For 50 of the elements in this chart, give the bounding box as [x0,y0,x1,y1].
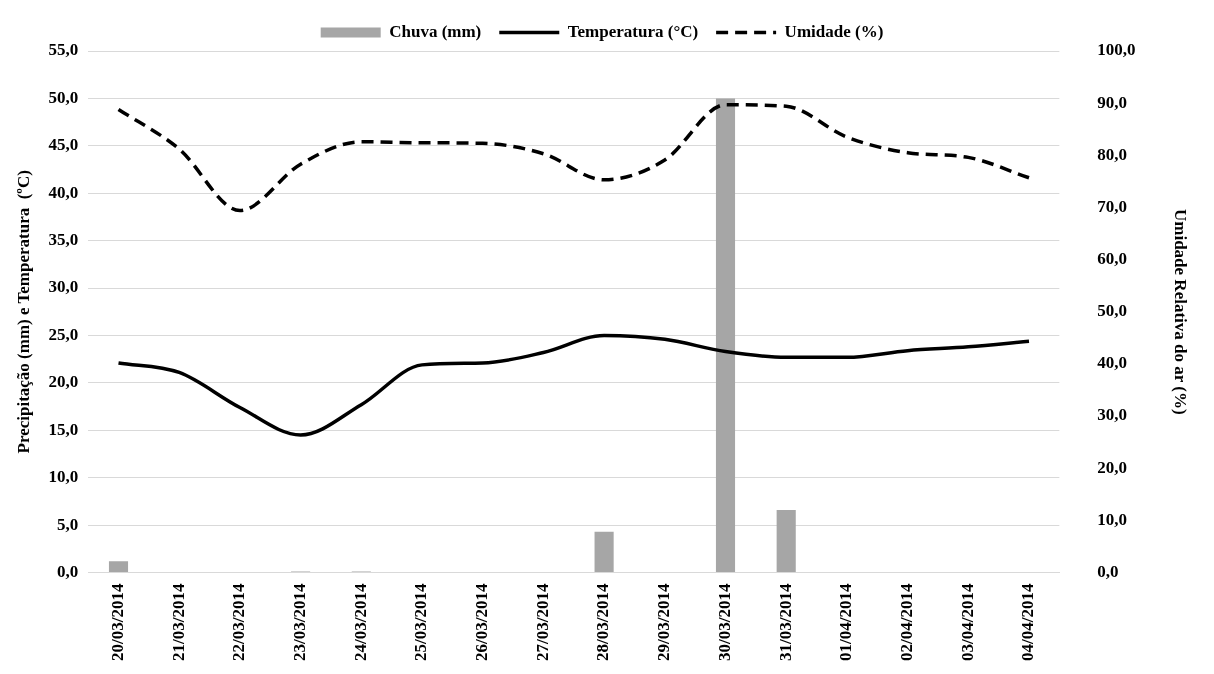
y-tick-label: 40,0 [48,182,79,202]
y2-tick-label: 100,0 [1097,40,1136,60]
y-tick-label: 5,0 [56,514,79,534]
y2-tick-label: 30,0 [1097,405,1128,425]
y2-axis-title: Umidade Relativa do ar (%) [1171,209,1191,415]
y-tick-label: 25,0 [48,324,79,344]
line-series [116,333,1031,437]
x-tick-label: 29/03/2014 [654,583,674,662]
bar [776,509,796,573]
y2-tick-label: 50,0 [1097,301,1128,321]
x-tick-label: 01/04/2014 [836,583,856,662]
x-tick-label: 26/03/2014 [472,583,492,662]
x-tick-label: 22/03/2014 [229,583,249,662]
y-tick-label: 15,0 [48,419,79,439]
y2-tick-label: 40,0 [1097,353,1128,373]
bar [594,531,614,573]
x-tick-label: 28/03/2014 [593,583,613,662]
y-tick-label: 50,0 [48,87,79,107]
x-tick-label: 20/03/2014 [107,583,127,662]
y2-tick-label: 20,0 [1097,457,1128,477]
x-tick-label: 31/03/2014 [775,583,795,662]
y-tick-label: 45,0 [48,135,79,155]
y2-tick-label: 90,0 [1097,92,1128,112]
y-tick-label: 10,0 [48,467,79,487]
y2-tick-label: 80,0 [1097,144,1128,164]
y2-tick-label: 60,0 [1097,249,1128,269]
x-tick-label: 30/03/2014 [714,583,734,662]
x-tick-label: 24/03/2014 [350,583,370,662]
legend-label: Temperatura (°C) [567,21,699,41]
x-tick-label: 03/04/2014 [957,583,977,662]
x-tick-label: 27/03/2014 [532,583,552,662]
y-tick-label: 30,0 [48,277,79,297]
y2-tick-label: 10,0 [1097,509,1128,529]
y-tick-label: 0,0 [56,561,79,581]
y2-tick-label: 0,0 [1097,561,1119,581]
x-tick-label: 21/03/2014 [168,583,188,662]
x-tick-label: 23/03/2014 [289,583,309,662]
y-tick-label: 55,0 [48,40,79,60]
y-tick-label: 35,0 [48,230,79,250]
y-tick-label: 20,0 [48,372,79,392]
y-axis-title: Precipitação (mm) e Temperatura (ºC) [13,170,33,454]
line-series [116,102,1031,213]
legend-label: Chuva (mm) [389,21,482,41]
y2-tick-label: 70,0 [1097,196,1128,216]
legend-label: Umidade (%) [784,21,884,41]
x-tick-label: 04/04/2014 [1018,583,1038,662]
x-tick-label: 25/03/2014 [411,583,431,662]
x-tick-label: 02/04/2014 [896,583,916,662]
bar [715,98,736,573]
bar [108,561,129,573]
